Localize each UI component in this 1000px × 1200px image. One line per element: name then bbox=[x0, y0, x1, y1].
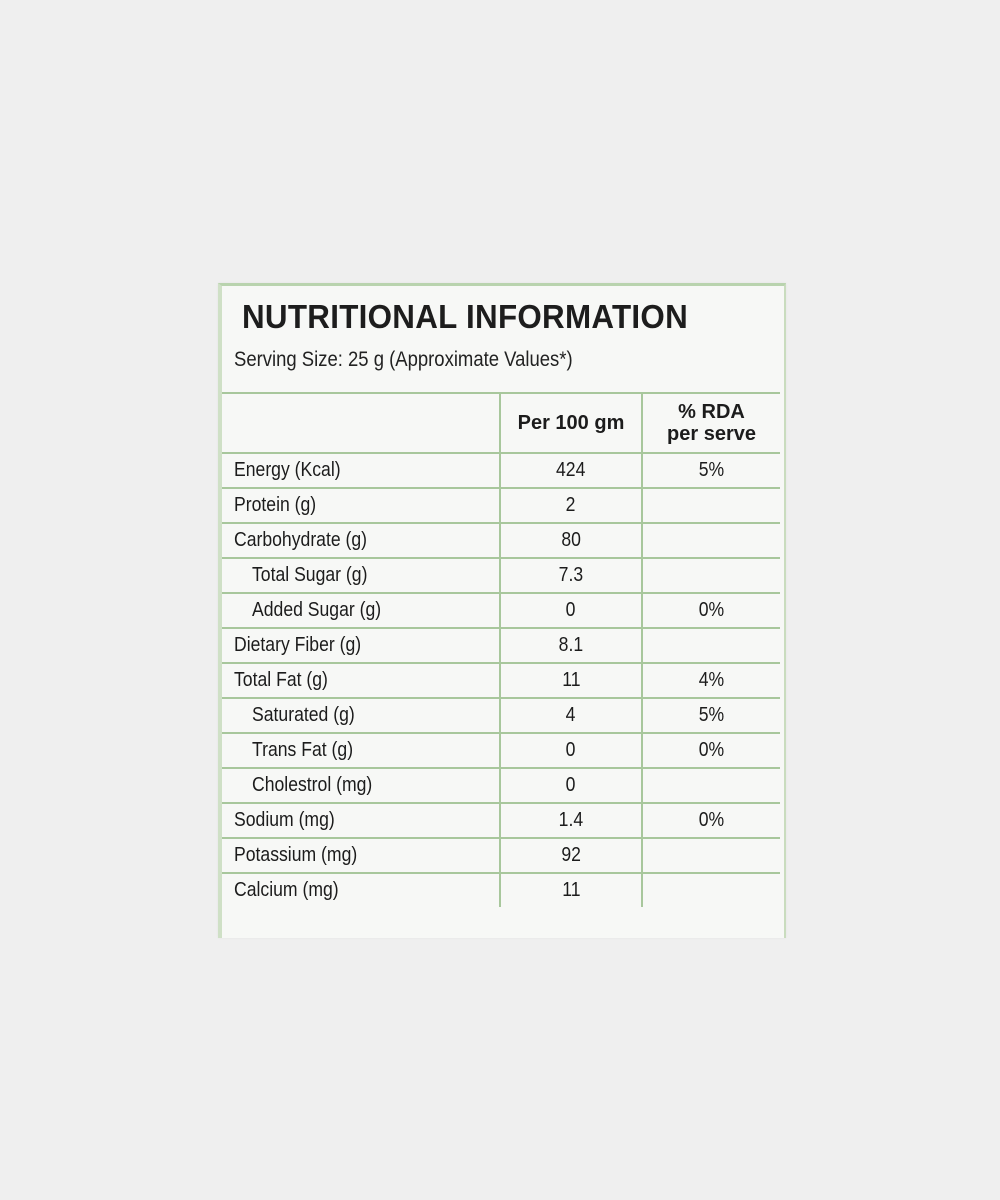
per-100-text: 0 bbox=[566, 599, 576, 621]
per-100-text: 80 bbox=[561, 529, 581, 551]
rda-text: 4% bbox=[698, 669, 725, 691]
rda-value: 0% bbox=[641, 732, 780, 769]
nutrient-name-text: Energy (Kcal) bbox=[234, 459, 341, 481]
nutrient-name: Sodium (mg) bbox=[222, 802, 501, 839]
per-100-text: 8.1 bbox=[558, 634, 584, 656]
nutrient-name: Total Sugar (g) bbox=[222, 557, 501, 594]
nutrient-name: Carbohydrate (g) bbox=[222, 522, 501, 559]
per-100-text: 7.3 bbox=[558, 564, 584, 586]
per-100-value: 11 bbox=[499, 872, 643, 907]
per-100-value: 11 bbox=[499, 662, 643, 699]
label-title: NUTRITIONAL INFORMATION bbox=[242, 298, 688, 335]
rda-value bbox=[641, 522, 780, 559]
table-row: Total Sugar (g) 7.3 bbox=[222, 557, 780, 594]
header-per-100: Per 100 gm bbox=[499, 392, 643, 454]
per-100-text: 0 bbox=[566, 739, 576, 761]
nutrient-name-text: Potassium (mg) bbox=[234, 844, 358, 866]
nutrient-name-text: Protein (g) bbox=[234, 494, 317, 516]
per-100-value: 4 bbox=[499, 697, 643, 734]
rda-value bbox=[641, 837, 780, 874]
per-100-value: 80 bbox=[499, 522, 643, 559]
table-row: Total Fat (g) 11 4% bbox=[222, 662, 780, 699]
nutrient-name: Saturated (g) bbox=[222, 697, 501, 734]
per-100-value: 0 bbox=[499, 767, 643, 804]
nutrient-name: Cholestrol (mg) bbox=[222, 767, 501, 804]
nutrient-name: Added Sugar (g) bbox=[222, 592, 501, 629]
rda-value bbox=[641, 767, 780, 804]
per-100-text: 11 bbox=[561, 879, 581, 901]
rda-value bbox=[641, 627, 780, 664]
rda-text: 0% bbox=[698, 809, 725, 831]
table-row: Cholestrol (mg) 0 bbox=[222, 767, 780, 804]
nutrient-name-text: Total Sugar (g) bbox=[252, 564, 368, 586]
nutrient-name-text: Added Sugar (g) bbox=[252, 599, 382, 621]
header-rda-text: % RDA per serve bbox=[667, 401, 756, 445]
header-nutrient bbox=[222, 392, 501, 454]
rda-value: 4% bbox=[641, 662, 780, 699]
per-100-text: 92 bbox=[561, 844, 581, 866]
nutrition-label: NUTRITIONAL INFORMATION Serving Size: 25… bbox=[218, 283, 786, 938]
per-100-text: 2 bbox=[566, 494, 576, 516]
header-rda: % RDA per serve bbox=[641, 392, 780, 454]
per-100-value: 92 bbox=[499, 837, 643, 874]
per-100-value: 424 bbox=[499, 452, 643, 489]
nutrient-name-text: Calcium (mg) bbox=[234, 879, 339, 901]
nutrition-table: Per 100 gm % RDA per serve Energy (Kcal)… bbox=[222, 392, 780, 907]
nutrient-name-text: Saturated (g) bbox=[252, 704, 355, 726]
nutrient-name-text: Trans Fat (g) bbox=[252, 739, 354, 761]
nutrient-name-text: Sodium (mg) bbox=[234, 809, 335, 831]
per-100-text: 424 bbox=[556, 459, 586, 481]
rda-value: 5% bbox=[641, 452, 780, 489]
rda-value: 0% bbox=[641, 802, 780, 839]
nutrient-name-text: Total Fat (g) bbox=[234, 669, 328, 691]
per-100-value: 1.4 bbox=[499, 802, 643, 839]
rda-text: 0% bbox=[698, 599, 725, 621]
table-row: Protein (g) 2 bbox=[222, 487, 780, 524]
per-100-text: 1.4 bbox=[558, 809, 584, 831]
per-100-value: 2 bbox=[499, 487, 643, 524]
table-row: Saturated (g) 4 5% bbox=[222, 697, 780, 734]
nutrient-name: Potassium (mg) bbox=[222, 837, 501, 874]
rda-value bbox=[641, 487, 780, 524]
rda-text: 5% bbox=[698, 459, 725, 481]
rda-value: 5% bbox=[641, 697, 780, 734]
table-row: Added Sugar (g) 0 0% bbox=[222, 592, 780, 629]
nutrient-name-text: Carbohydrate (g) bbox=[234, 529, 368, 551]
table-row: Dietary Fiber (g) 8.1 bbox=[222, 627, 780, 664]
nutrient-name: Calcium (mg) bbox=[222, 872, 501, 907]
per-100-value: 8.1 bbox=[499, 627, 643, 664]
nutrient-name: Trans Fat (g) bbox=[222, 732, 501, 769]
rda-text: 0% bbox=[698, 739, 725, 761]
per-100-text: 11 bbox=[561, 669, 581, 691]
per-100-text: 0 bbox=[566, 774, 576, 796]
table-row: Sodium (mg) 1.4 0% bbox=[222, 802, 780, 839]
nutrient-name: Energy (Kcal) bbox=[222, 452, 501, 489]
rda-value bbox=[641, 872, 780, 907]
table-row: Energy (Kcal) 424 5% bbox=[222, 452, 780, 489]
per-100-text: 4 bbox=[566, 704, 576, 726]
table-row: Carbohydrate (g) 80 bbox=[222, 522, 780, 559]
per-100-value: 0 bbox=[499, 592, 643, 629]
table-row: Calcium (mg) 11 bbox=[222, 872, 780, 907]
per-100-value: 0 bbox=[499, 732, 643, 769]
rda-text: 5% bbox=[698, 704, 725, 726]
nutrient-name-text: Dietary Fiber (g) bbox=[234, 634, 362, 656]
table-row: Trans Fat (g) 0 0% bbox=[222, 732, 780, 769]
nutrient-name: Dietary Fiber (g) bbox=[222, 627, 501, 664]
table-header-row: Per 100 gm % RDA per serve bbox=[222, 392, 780, 454]
serving-size: Serving Size: 25 g (Approximate Values*) bbox=[234, 348, 573, 371]
per-100-value: 7.3 bbox=[499, 557, 643, 594]
rda-value bbox=[641, 557, 780, 594]
nutrient-name-text: Cholestrol (mg) bbox=[252, 774, 373, 796]
nutrient-name: Protein (g) bbox=[222, 487, 501, 524]
nutrient-name: Total Fat (g) bbox=[222, 662, 501, 699]
table-row: Potassium (mg) 92 bbox=[222, 837, 780, 874]
rda-value: 0% bbox=[641, 592, 780, 629]
